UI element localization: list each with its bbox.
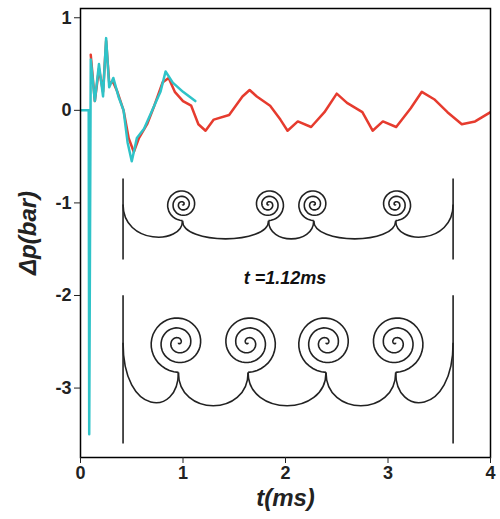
svg-text:4: 4	[485, 463, 495, 483]
svg-text:3: 3	[383, 463, 393, 483]
svg-text:Δp(bar): Δp(bar)	[14, 191, 41, 276]
svg-text:2: 2	[280, 463, 290, 483]
svg-text:-2: -2	[55, 285, 71, 305]
svg-text:t(ms): t(ms)	[256, 484, 315, 511]
svg-text:-1: -1	[55, 193, 71, 213]
svg-text:-3: -3	[55, 378, 71, 398]
svg-text:t =1.12ms: t =1.12ms	[244, 268, 327, 288]
svg-text:1: 1	[178, 463, 188, 483]
svg-text:0: 0	[61, 100, 71, 120]
svg-text:0: 0	[75, 463, 85, 483]
svg-text:1: 1	[61, 8, 71, 28]
